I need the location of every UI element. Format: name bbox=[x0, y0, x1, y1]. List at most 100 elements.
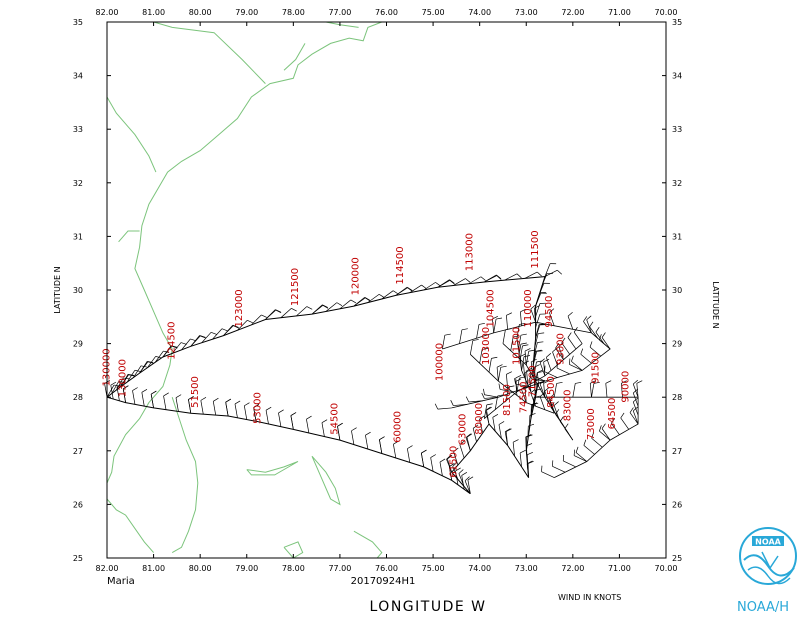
wind-barb bbox=[573, 455, 587, 462]
lat-tick-label: 25 bbox=[73, 554, 83, 563]
wind-barb-flag bbox=[586, 315, 592, 320]
wind-barb-flag bbox=[150, 390, 157, 395]
lat-tick-label: 31 bbox=[672, 232, 682, 241]
wind-barb-flag bbox=[141, 388, 148, 393]
wind-barb-flag bbox=[516, 273, 522, 279]
wind-barb bbox=[223, 325, 234, 336]
wind-barb-flag bbox=[591, 432, 594, 439]
lon-tick-label: 78.00 bbox=[282, 8, 305, 17]
wind-barb bbox=[620, 417, 630, 430]
time-label: 51500 bbox=[190, 376, 201, 408]
wind-barb bbox=[586, 319, 592, 333]
storm-name: Maria bbox=[107, 576, 135, 587]
wind-barb bbox=[175, 397, 179, 412]
wind-barb-flag bbox=[530, 388, 536, 394]
wind-barb bbox=[467, 479, 471, 494]
wind-barb-flag bbox=[526, 367, 533, 372]
wind-barb bbox=[437, 407, 452, 410]
wind-barb-flag bbox=[393, 440, 399, 445]
wind-barb-flag bbox=[132, 387, 138, 391]
wind-barb bbox=[251, 314, 262, 326]
wind-barb-flag bbox=[567, 332, 572, 338]
coastline-segment bbox=[311, 455, 341, 506]
wind-barb bbox=[573, 331, 583, 344]
wind-barb bbox=[468, 400, 483, 403]
wind-barb bbox=[485, 410, 490, 425]
wind-barb-flag bbox=[439, 458, 446, 463]
time-label: 93000 bbox=[556, 333, 567, 365]
wind-barb-flag bbox=[188, 396, 194, 400]
wind-barb-flag bbox=[351, 427, 357, 432]
wind-barb bbox=[530, 392, 536, 407]
wind-barb-flag bbox=[564, 423, 569, 429]
wind-barb-flag bbox=[461, 472, 468, 476]
wind-barb bbox=[539, 383, 546, 398]
wind-barb bbox=[506, 315, 508, 330]
wind-barb bbox=[530, 361, 533, 376]
wind-barb bbox=[629, 412, 639, 425]
wind-barb bbox=[544, 371, 558, 378]
wind-barb-flag bbox=[200, 397, 207, 401]
wind-barb-flag bbox=[543, 380, 550, 384]
wind-barb bbox=[470, 340, 474, 355]
time-label: 111500 bbox=[530, 230, 541, 268]
wind-barb bbox=[225, 402, 229, 417]
wind-barb-flag bbox=[336, 302, 343, 306]
wind-barb bbox=[464, 480, 471, 494]
wind-barb-flag bbox=[529, 413, 536, 416]
wind-barb-flag bbox=[523, 360, 530, 364]
wind-barb bbox=[572, 383, 576, 398]
wind-barb bbox=[556, 367, 570, 375]
wind-barb bbox=[453, 451, 459, 466]
lat-tick-label: 32 bbox=[73, 179, 83, 188]
lat-tick-label: 26 bbox=[672, 500, 682, 509]
wind-barb-flag bbox=[583, 316, 588, 322]
wind-barb bbox=[321, 422, 325, 437]
wind-barb bbox=[524, 388, 527, 403]
time-label: 120000 bbox=[351, 257, 362, 295]
wind-barb-flag bbox=[508, 385, 515, 388]
wind-barb-flag bbox=[514, 378, 516, 385]
wind-barb-flag bbox=[291, 308, 297, 312]
wind-barb-flag bbox=[539, 392, 545, 397]
wind-barb bbox=[520, 311, 522, 326]
wind-barb bbox=[407, 448, 411, 463]
wind-barb bbox=[504, 273, 518, 281]
wind-barb-flag bbox=[522, 344, 529, 347]
wind-barb-flag bbox=[247, 319, 253, 324]
wind-barb bbox=[567, 316, 574, 330]
wind-barb-flag bbox=[534, 364, 540, 368]
lon-tick-label: 70.00 bbox=[655, 564, 678, 573]
lat-tick-label: 30 bbox=[73, 286, 83, 295]
wind-barb bbox=[599, 339, 611, 350]
flight-id: 20170924H1 bbox=[351, 576, 416, 587]
lon-tick-label: 81.00 bbox=[142, 8, 165, 17]
wind-barb-flag bbox=[583, 439, 587, 446]
wind-barb bbox=[484, 275, 497, 283]
time-label: 124500 bbox=[167, 322, 178, 360]
wind-barb bbox=[479, 419, 484, 434]
wind-barb bbox=[524, 271, 538, 279]
wind-barb-flag bbox=[620, 412, 625, 419]
wind-barb-flag bbox=[555, 409, 560, 415]
coastline-segment bbox=[283, 541, 304, 559]
wind-barb bbox=[499, 389, 514, 393]
wind-barb-flag bbox=[444, 333, 451, 336]
y-axis-title-left: LATITUDE N bbox=[53, 266, 62, 313]
time-label: 54500 bbox=[330, 403, 341, 435]
lon-tick-label: 82.00 bbox=[96, 564, 119, 573]
wind-barb-flag bbox=[379, 293, 385, 298]
wind-barb-flag bbox=[505, 428, 512, 432]
axis-ticks: 82.00 82.00 81.00 81.00 80.00 80.00 79.00 79.00… bbox=[73, 8, 682, 573]
wind-barb bbox=[154, 350, 164, 363]
wind-barb bbox=[484, 396, 499, 399]
wind-barb bbox=[632, 410, 639, 425]
wind-barb-flag bbox=[497, 394, 504, 397]
wind-barb-flag bbox=[524, 369, 531, 373]
lat-tick-label: 33 bbox=[672, 125, 682, 134]
wind-barb-flag bbox=[455, 467, 461, 472]
wind-barb-flag bbox=[532, 402, 539, 406]
wind-barb bbox=[553, 405, 560, 419]
wind-barb-flag bbox=[265, 406, 272, 411]
wind-barb-flag bbox=[407, 445, 413, 449]
